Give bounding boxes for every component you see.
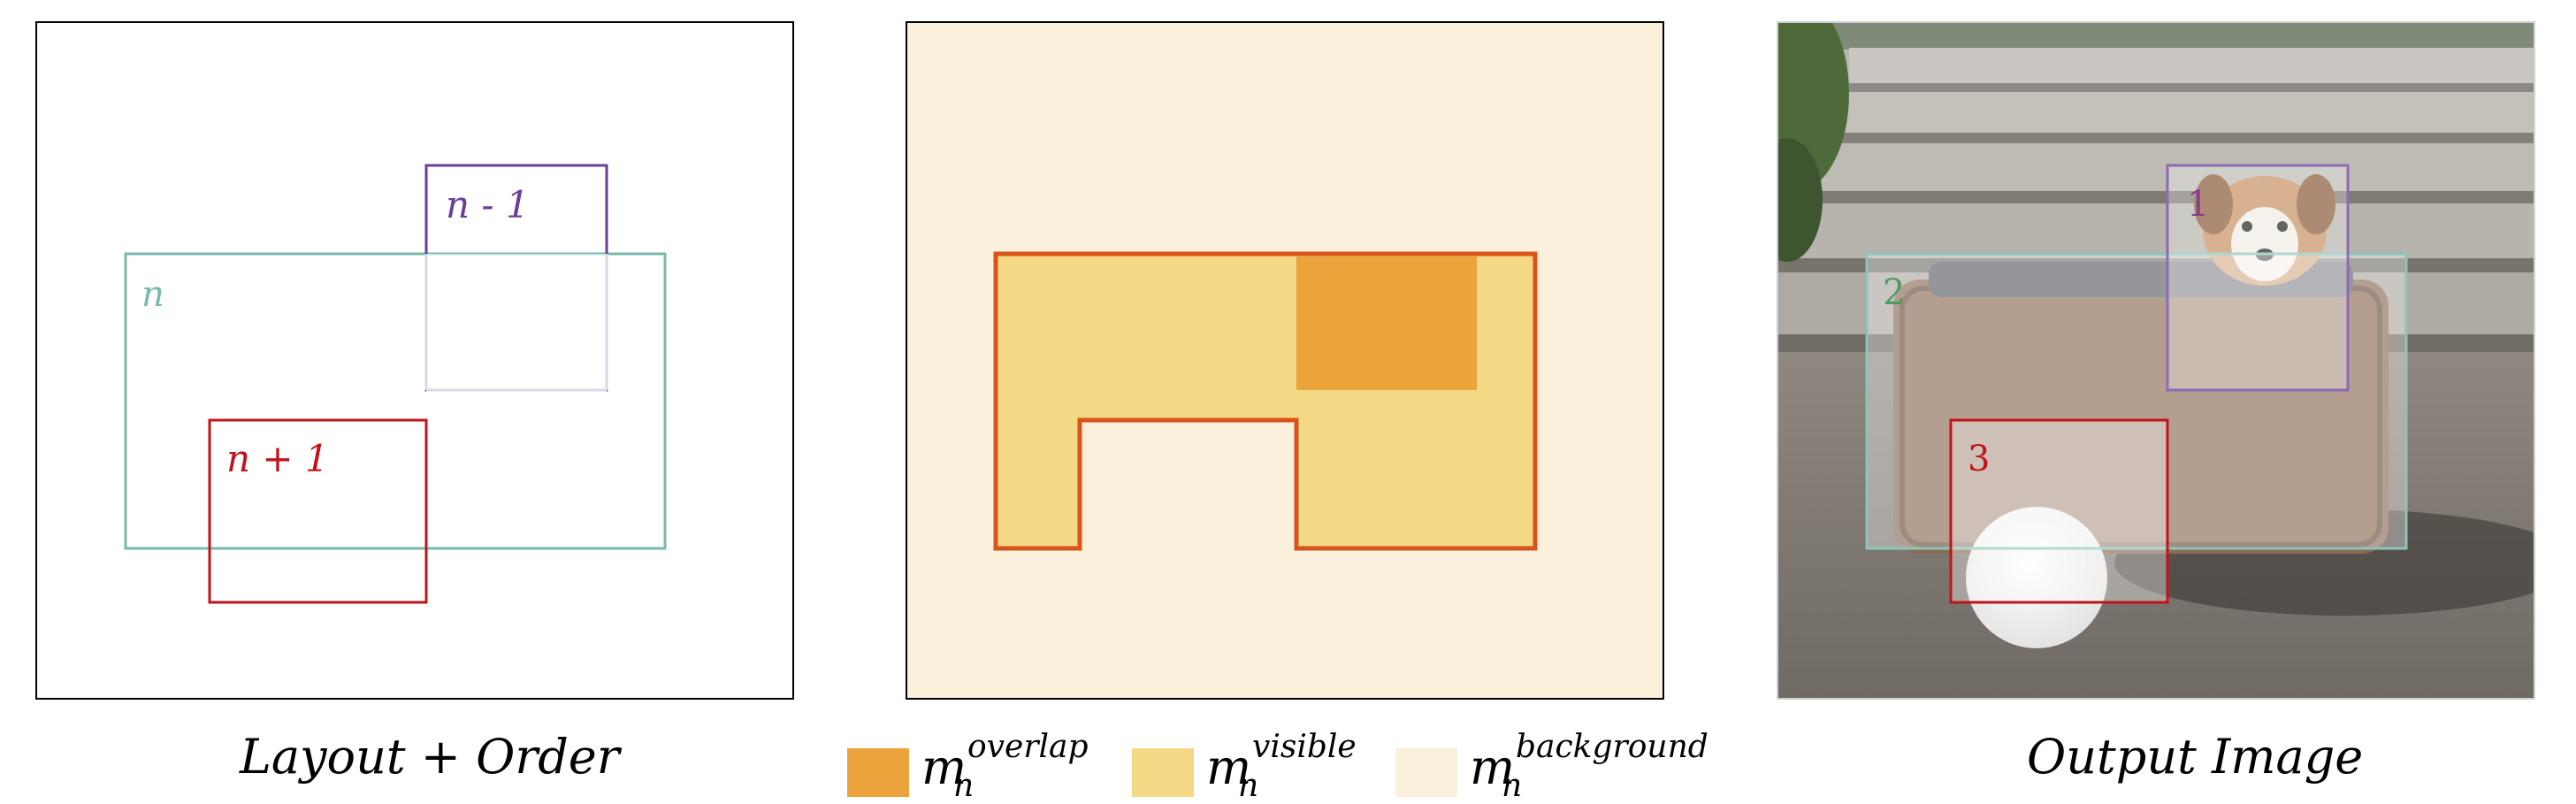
legend-label-visible: m visible n: [1206, 729, 1357, 804]
caption-layout-order: Layout + Order: [240, 729, 620, 785]
overlay-box-3: [1949, 418, 2169, 604]
output-image: 1 2 3: [1778, 23, 2534, 698]
mask-diagram: [907, 23, 1663, 698]
swatch-overlap: [847, 748, 909, 797]
legend-label-overlap: m overlap n: [921, 729, 1089, 804]
label-n-plus-1: n + 1: [226, 437, 329, 480]
layout-diagram: n - 1 n n + 1: [124, 164, 667, 604]
swatch-visible: [1132, 748, 1194, 797]
overlay-box-1: [2166, 164, 2350, 392]
box-n-plus-1: [208, 418, 428, 604]
legend-label-background: m background n: [1470, 729, 1708, 804]
overlap-faded-region: [426, 254, 607, 390]
overlay-label-1: 1: [2187, 184, 2209, 225]
swatch-background: [1395, 748, 1457, 797]
label-n: n: [141, 274, 164, 315]
caption-output-image: Output Image: [2027, 729, 2364, 785]
box-n: [124, 252, 667, 550]
label-n-minus-1: n - 1: [446, 183, 530, 226]
overlay-box-2: [1865, 252, 2408, 550]
overlay-label-3: 3: [1968, 439, 1990, 479]
layout-order-panel: n - 1 n n + 1: [35, 21, 794, 700]
mask-panel: [906, 21, 1664, 700]
output-image-panel: 1 2 3: [1777, 21, 2535, 700]
overlap-region: [1296, 257, 1477, 390]
overlay-label-2: 2: [1883, 272, 1905, 313]
